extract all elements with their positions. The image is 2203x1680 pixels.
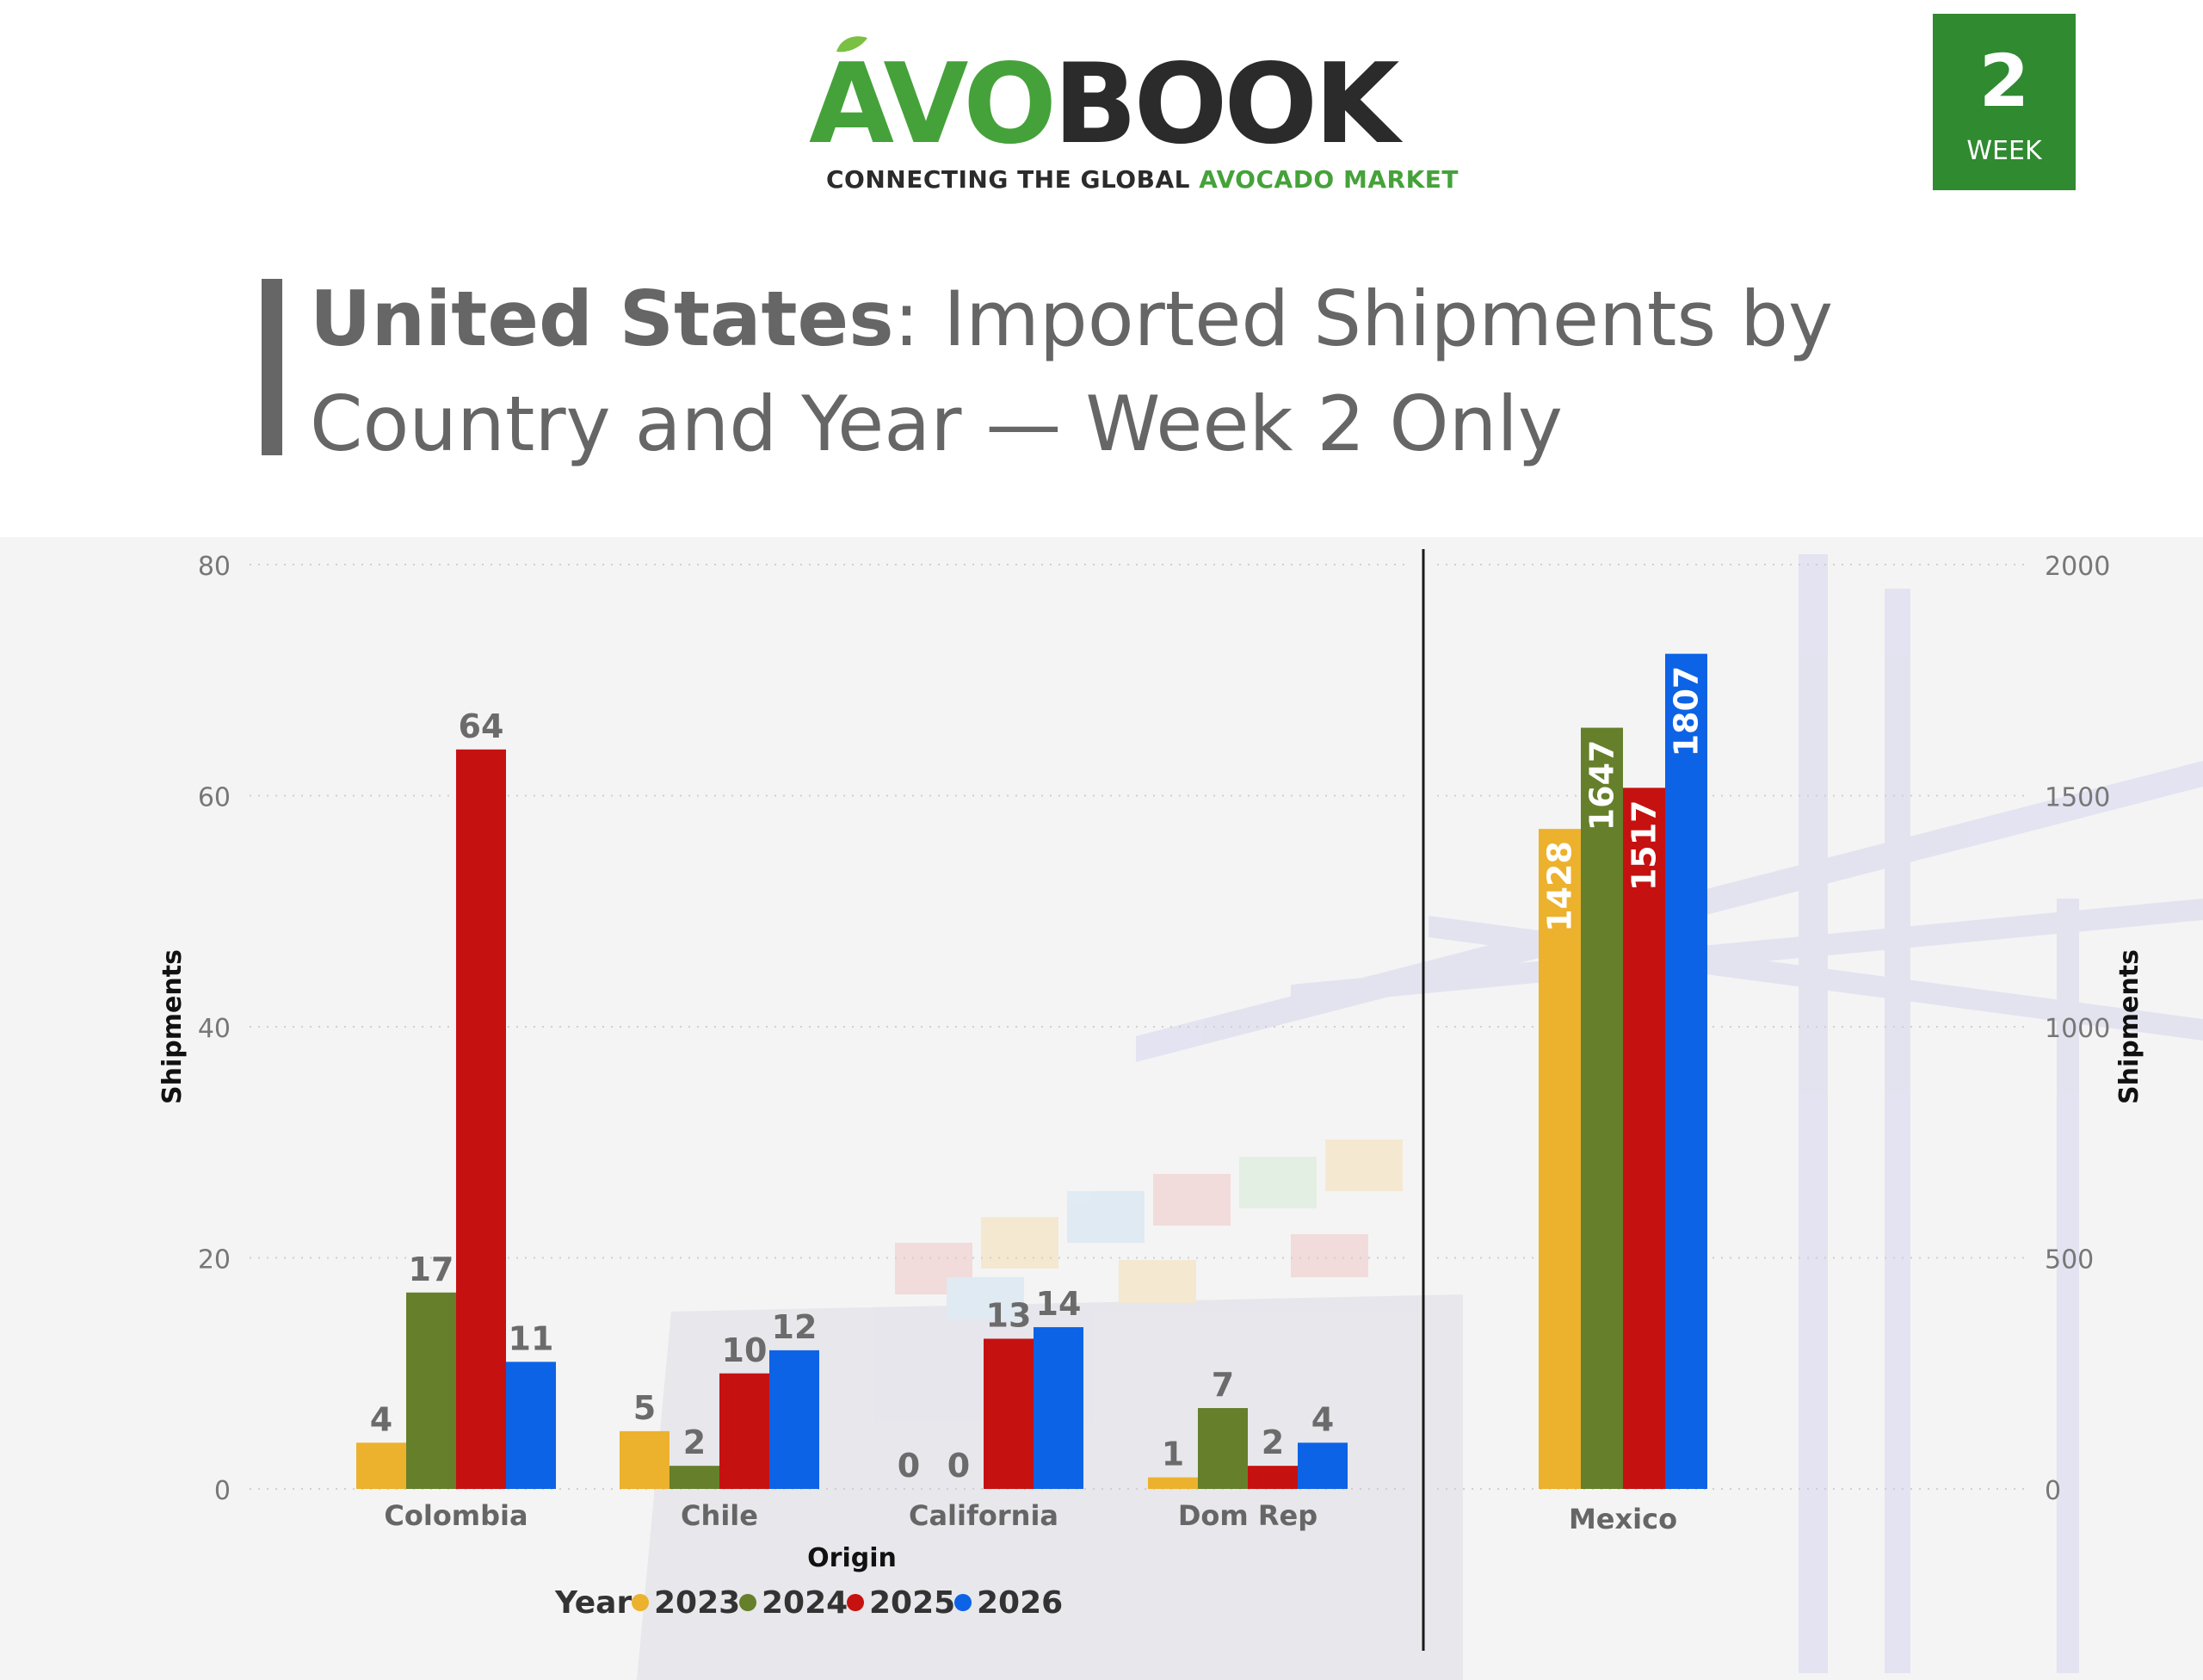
left-y-tick-0: 0 <box>214 1476 231 1506</box>
data-label-colombia-2026: 11 <box>509 1319 554 1357</box>
tagline-part2: AVOCADO MARKET <box>1199 165 1459 194</box>
data-label-dom-rep-2025: 2 <box>1262 1424 1284 1461</box>
left-y-tick-3: 60 <box>198 783 231 813</box>
data-label-chile-2026: 12 <box>772 1308 818 1346</box>
legend-title: Year <box>554 1585 632 1621</box>
title-rest: : Imported Shipments by Country and Year… <box>310 275 1834 468</box>
left-y-axis-label: Shipments <box>157 949 188 1104</box>
data-label-colombia-2023: 4 <box>370 1400 392 1438</box>
data-label-colombia-2025: 64 <box>459 707 504 745</box>
right-y-tick-0: 0 <box>2045 1476 2061 1506</box>
page-title: United States: Imported Shipments by Cou… <box>310 267 2014 477</box>
bar-mexico-2023 <box>1539 829 1581 1489</box>
data-label-mexico-2024: 1647 <box>1583 740 1621 831</box>
title-accent-bar <box>262 279 282 455</box>
legend-marker-2025 <box>847 1594 864 1611</box>
bar-colombia-2023 <box>356 1442 406 1489</box>
logo-avo: AVO <box>809 40 1057 169</box>
x-tick-california: California <box>909 1499 1058 1532</box>
title-country: United States <box>310 275 894 363</box>
x-axis-label: Origin <box>807 1543 897 1573</box>
legend-entry-2026: 2026 <box>977 1585 1063 1621</box>
right-y-tick-3: 1500 <box>2045 783 2110 813</box>
data-label-chile-2025: 10 <box>722 1331 768 1369</box>
leaf-icon <box>836 36 867 52</box>
legend-marker-2023 <box>632 1594 649 1611</box>
x-tick-chile: Chile <box>681 1499 758 1532</box>
data-label-mexico-2023: 1428 <box>1541 841 1579 932</box>
bar-california-2025 <box>984 1338 1034 1489</box>
data-label-chile-2023: 5 <box>633 1389 656 1427</box>
legend-entry-2025: 2025 <box>869 1585 955 1621</box>
left-y-tick-2: 40 <box>198 1014 231 1044</box>
bar-mexico-2026 <box>1665 653 1707 1489</box>
data-label-california-2026: 14 <box>1036 1285 1082 1323</box>
bar-chile-2025 <box>719 1373 769 1489</box>
legend-entry-2023: 2023 <box>654 1585 740 1621</box>
x-tick-dom-rep: Dom Rep <box>1178 1499 1317 1532</box>
bar-dom-rep-2023 <box>1148 1477 1198 1489</box>
background-decoration <box>637 554 2203 1680</box>
bar-colombia-2026 <box>506 1362 556 1489</box>
bar-california-2026 <box>1034 1327 1083 1489</box>
data-label-dom-rep-2023: 1 <box>1162 1436 1184 1473</box>
data-label-chile-2024: 2 <box>683 1424 706 1461</box>
legend-entry-2024: 2024 <box>762 1585 848 1621</box>
logo-book: BOOK <box>1053 40 1399 169</box>
left-y-tick-1: 20 <box>198 1245 231 1275</box>
data-label-colombia-2024: 17 <box>409 1251 454 1288</box>
bar-mexico-2024 <box>1581 727 1623 1489</box>
logo-wordmark: AVOBOOK <box>809 50 1399 160</box>
legend-marker-2024 <box>739 1594 756 1611</box>
data-label-dom-rep-2024: 7 <box>1212 1366 1234 1404</box>
logo-tagline: CONNECTING THE GLOBAL AVOCADO MARKET <box>826 165 1459 194</box>
data-label-mexico-2025: 1517 <box>1626 800 1663 891</box>
week-number: 2 <box>1978 39 2030 123</box>
avobook-logo: AVOBOOK CONNECTING THE GLOBAL AVOCADO MA… <box>809 36 1459 201</box>
bar-chile-2024 <box>670 1466 719 1489</box>
data-label-california-2023: 0 <box>898 1447 920 1485</box>
right-y-tick-1: 500 <box>2045 1245 2094 1275</box>
right-y-tick-2: 1000 <box>2045 1014 2110 1044</box>
right-y-axis-label: Shipments <box>2114 949 2144 1104</box>
data-label-california-2024: 0 <box>947 1447 970 1485</box>
chart-area: 0 20 40 60 80 0 500 1000 1500 2000 4 17 64 11 Colomb… <box>0 537 2203 1680</box>
week-badge: 2 WEEK <box>1933 14 2076 190</box>
data-label-california-2025: 13 <box>986 1296 1032 1334</box>
bar-dom-rep-2024 <box>1198 1408 1248 1489</box>
bar-chile-2023 <box>620 1430 670 1489</box>
bar-colombia-2024 <box>406 1292 456 1489</box>
bar-dom-rep-2025 <box>1248 1466 1298 1489</box>
x-tick-colombia: Colombia <box>384 1499 528 1532</box>
right-y-tick-4: 2000 <box>2045 552 2110 582</box>
week-label: WEEK <box>1966 136 2042 166</box>
bar-chile-2026 <box>769 1350 819 1489</box>
bar-mexico-2025 <box>1623 788 1665 1489</box>
data-label-dom-rep-2026: 4 <box>1311 1400 1334 1438</box>
bar-dom-rep-2026 <box>1298 1442 1348 1489</box>
tagline-part1: CONNECTING THE GLOBAL <box>826 165 1200 194</box>
left-y-tick-4: 80 <box>198 552 231 582</box>
legend-marker-2026 <box>954 1594 972 1611</box>
bar-colombia-2025 <box>456 749 506 1489</box>
x-tick-mexico: Mexico <box>1569 1503 1677 1535</box>
data-label-mexico-2026: 1807 <box>1668 666 1706 757</box>
